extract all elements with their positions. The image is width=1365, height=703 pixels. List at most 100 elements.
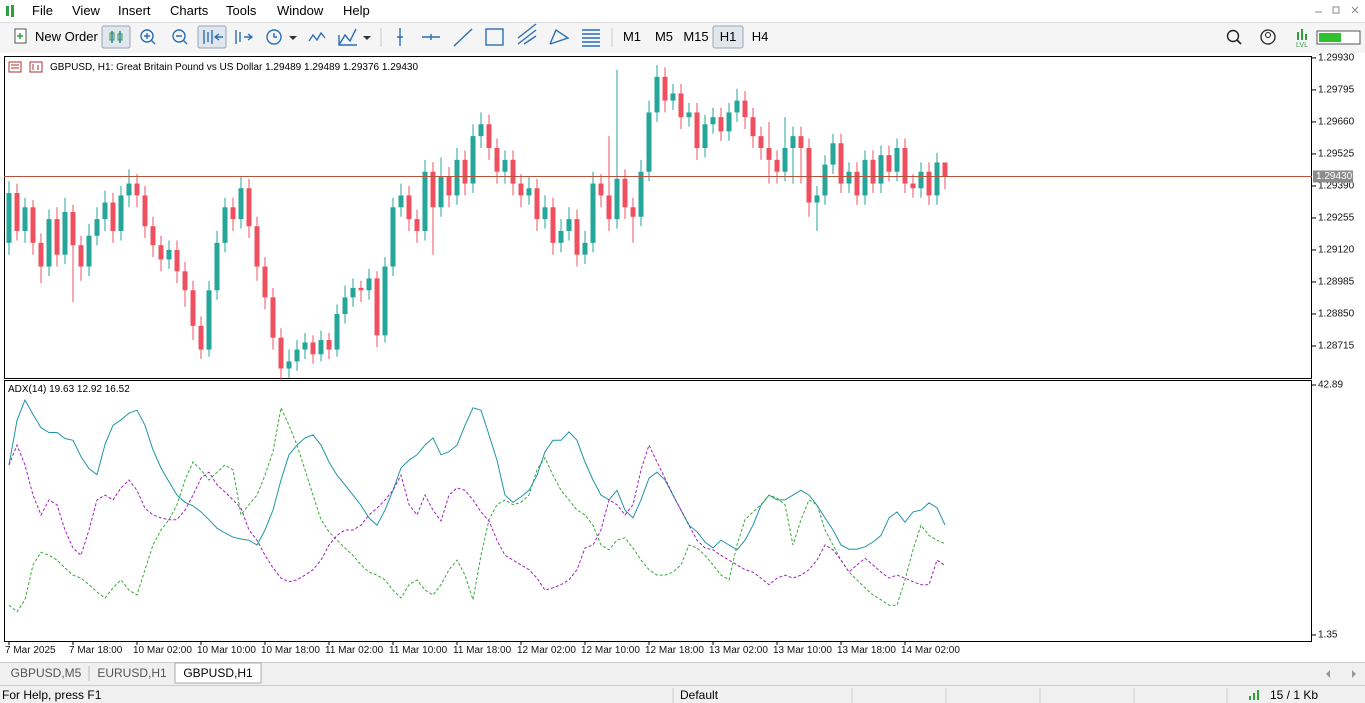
timeframe-button[interactable]: H1 [720, 29, 737, 44]
menu-item[interactable]: Insert [118, 3, 151, 18]
x-tick-label: 11 Mar 02:00 [325, 645, 384, 656]
channel-tool[interactable] [517, 23, 537, 45]
candle-body [502, 159, 508, 172]
menu-item[interactable]: Charts [170, 3, 209, 18]
window-controls [1315, 6, 1359, 14]
chart-tab[interactable]: EURUSD,H1 [97, 666, 167, 680]
candle-body [30, 207, 36, 243]
candle-body [782, 148, 788, 172]
close[interactable] [1351, 6, 1359, 14]
lvl-label: LVL [1296, 42, 1308, 49]
vertical-line[interactable] [397, 28, 403, 46]
candle-body [654, 76, 660, 113]
y-tick-label: 1.28850 [1318, 309, 1355, 320]
candle-body [150, 226, 156, 246]
candle-body [334, 313, 340, 350]
menu-item[interactable]: Window [277, 3, 324, 18]
candle-body [78, 245, 84, 267]
timeframe-button[interactable]: M1 [623, 29, 641, 44]
candle-body [350, 287, 356, 298]
y-tick-label: 1.35 [1318, 630, 1338, 641]
candle-body [742, 100, 748, 118]
candle-body [790, 136, 796, 148]
x-tick-label: 10 Mar 18:00 [261, 645, 320, 656]
x-tick-label: 13 Mar 02:00 [709, 645, 768, 656]
x-tick-label: 13 Mar 10:00 [773, 645, 832, 656]
candle-body [102, 202, 108, 220]
candle-body [318, 340, 324, 355]
candle-body [246, 188, 252, 227]
candle-body [158, 245, 164, 260]
x-tick-label: 7 Mar 18:00 [69, 645, 123, 656]
candle-body [614, 178, 620, 220]
candle-body [254, 226, 260, 267]
y-tick-label: 1.29120 [1318, 245, 1355, 256]
candle-body [814, 195, 820, 203]
y-tick-label: 1.28715 [1318, 341, 1355, 352]
app-logo [6, 5, 14, 17]
chart-shift[interactable] [235, 30, 254, 44]
candles-mode[interactable] [101, 25, 131, 49]
restore[interactable] [1332, 6, 1340, 14]
candle-body [854, 171, 860, 196]
rectangle-tool[interactable] [485, 28, 504, 46]
candle-body [430, 171, 436, 208]
horizontal-line[interactable] [422, 34, 440, 40]
zoom-out[interactable] [172, 29, 188, 45]
candle-body [486, 124, 492, 148]
candle-body [110, 202, 116, 231]
shapes-tool[interactable] [549, 28, 570, 45]
account[interactable] [1260, 29, 1276, 45]
level-indicator[interactable]: LVL [1296, 29, 1308, 49]
candle-body [6, 193, 12, 243]
candle-body [822, 164, 828, 196]
status-help: For Help, press F1 [2, 688, 102, 702]
indicators[interactable] [308, 31, 326, 42]
candle-body [270, 297, 276, 338]
candle-body [478, 124, 484, 137]
candle-body [166, 249, 172, 260]
candle-body [494, 148, 500, 172]
y-tick-label: 1.29795 [1318, 85, 1355, 96]
candle-body [518, 183, 524, 196]
candle-body [798, 136, 804, 148]
candle-body [558, 230, 564, 243]
x-tick-label: 10 Mar 10:00 [197, 645, 256, 656]
menu-item[interactable]: Help [343, 3, 370, 18]
candle-body [310, 342, 316, 355]
x-tick-label: 11 Mar 18:00 [453, 645, 512, 656]
candle-body [262, 266, 268, 298]
candle-body [230, 207, 236, 220]
connection-status [1316, 30, 1361, 45]
candle-body [414, 219, 420, 231]
new-order-button[interactable]: New Order [14, 28, 99, 44]
chart-tab[interactable]: GBPUSD,M5 [11, 666, 82, 680]
candle-body [686, 112, 692, 118]
candle-body [942, 162, 948, 177]
candle-body [934, 162, 940, 196]
fibonacci-tool[interactable] [582, 29, 600, 47]
menu-bar [0, 0, 1365, 22]
chart-tab[interactable]: GBPUSD,H1 [183, 666, 253, 680]
timeframe-button[interactable]: M15 [683, 29, 708, 44]
menu-item[interactable]: View [72, 3, 101, 18]
search[interactable] [1226, 29, 1242, 45]
candle-body [526, 188, 532, 196]
candle-body [846, 171, 852, 184]
x-tick-label: 11 Mar 10:00 [389, 645, 448, 656]
zoom-in[interactable] [140, 29, 156, 45]
candle-body [534, 188, 540, 220]
trendline[interactable] [453, 28, 473, 47]
candle-body [462, 159, 468, 184]
timeframe-button[interactable]: H4 [752, 29, 769, 44]
menu-item[interactable]: File [32, 3, 53, 18]
timeframe-button[interactable]: M5 [655, 29, 673, 44]
candle-body [582, 242, 588, 255]
templates[interactable] [338, 28, 371, 46]
menu-item[interactable]: Tools [226, 3, 257, 18]
candle-body [590, 183, 596, 243]
periods[interactable] [266, 29, 297, 45]
plot: 1.29930 1.29795 1.29660 1.29525 1.29390 1.292… [4, 53, 1355, 656]
candle-body [646, 112, 652, 172]
